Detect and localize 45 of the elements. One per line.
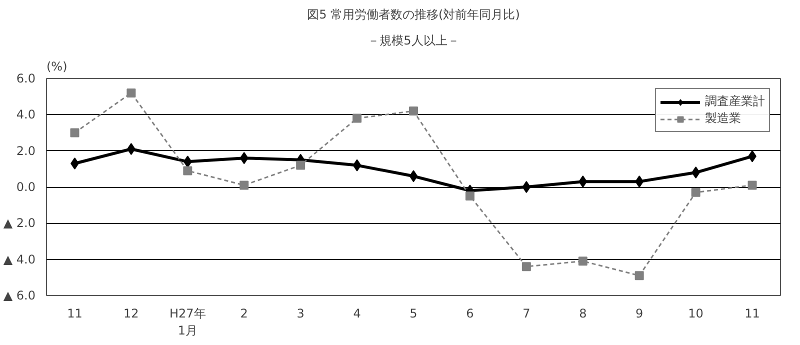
point <box>691 188 700 197</box>
point <box>126 88 136 98</box>
x-tick-label: 7 <box>522 306 530 320</box>
point <box>183 166 192 176</box>
y-tick-label: 4.0 <box>16 108 36 122</box>
point <box>635 176 644 188</box>
y-tick-label: ▲ 6.0 <box>3 288 36 302</box>
x-tick-label: 5 <box>410 306 418 320</box>
point <box>296 160 306 170</box>
legend-label: 調査産業計 <box>705 93 765 110</box>
point <box>409 170 418 182</box>
point <box>578 256 588 266</box>
point <box>522 181 531 193</box>
legend-label: 製造業 <box>705 110 741 127</box>
point <box>352 159 362 172</box>
x-tick-label: H27年 1月 <box>170 306 206 338</box>
x-tick-label: 12 <box>124 306 139 320</box>
chart-subtitle: －規模5人以上－ <box>368 34 460 48</box>
x-tick-label: 10 <box>688 306 704 320</box>
point <box>465 192 474 201</box>
y-tick-label: 6.0 <box>16 72 36 86</box>
point <box>522 262 531 272</box>
point <box>240 152 248 164</box>
point <box>578 176 588 188</box>
x-tick-label: 11 <box>67 306 82 320</box>
point <box>240 180 249 190</box>
x-tick-label: 11 <box>744 306 760 320</box>
point <box>183 156 192 168</box>
x-tick-label: 9 <box>636 306 644 320</box>
point <box>352 114 362 123</box>
point <box>634 271 644 280</box>
point <box>409 106 418 116</box>
x-tick-label: 2 <box>240 306 248 320</box>
point <box>748 180 757 190</box>
y-tick-label: 0.0 <box>16 180 36 194</box>
point <box>70 128 80 138</box>
y-tick-label: 2.0 <box>16 144 36 158</box>
x-tick-label: 3 <box>296 306 304 320</box>
y-tick-label: ▲ 4.0 <box>3 252 36 266</box>
y-tick-label: ▲ 2.0 <box>3 216 36 230</box>
chart-title: 図5 常用労働者数の推移(対前年同月比) <box>307 8 520 22</box>
x-tick-label: 6 <box>466 306 474 320</box>
x-tick-label: 4 <box>353 306 361 320</box>
y-axis-title: (%) <box>46 60 68 74</box>
x-tick-label: 8 <box>579 306 587 320</box>
